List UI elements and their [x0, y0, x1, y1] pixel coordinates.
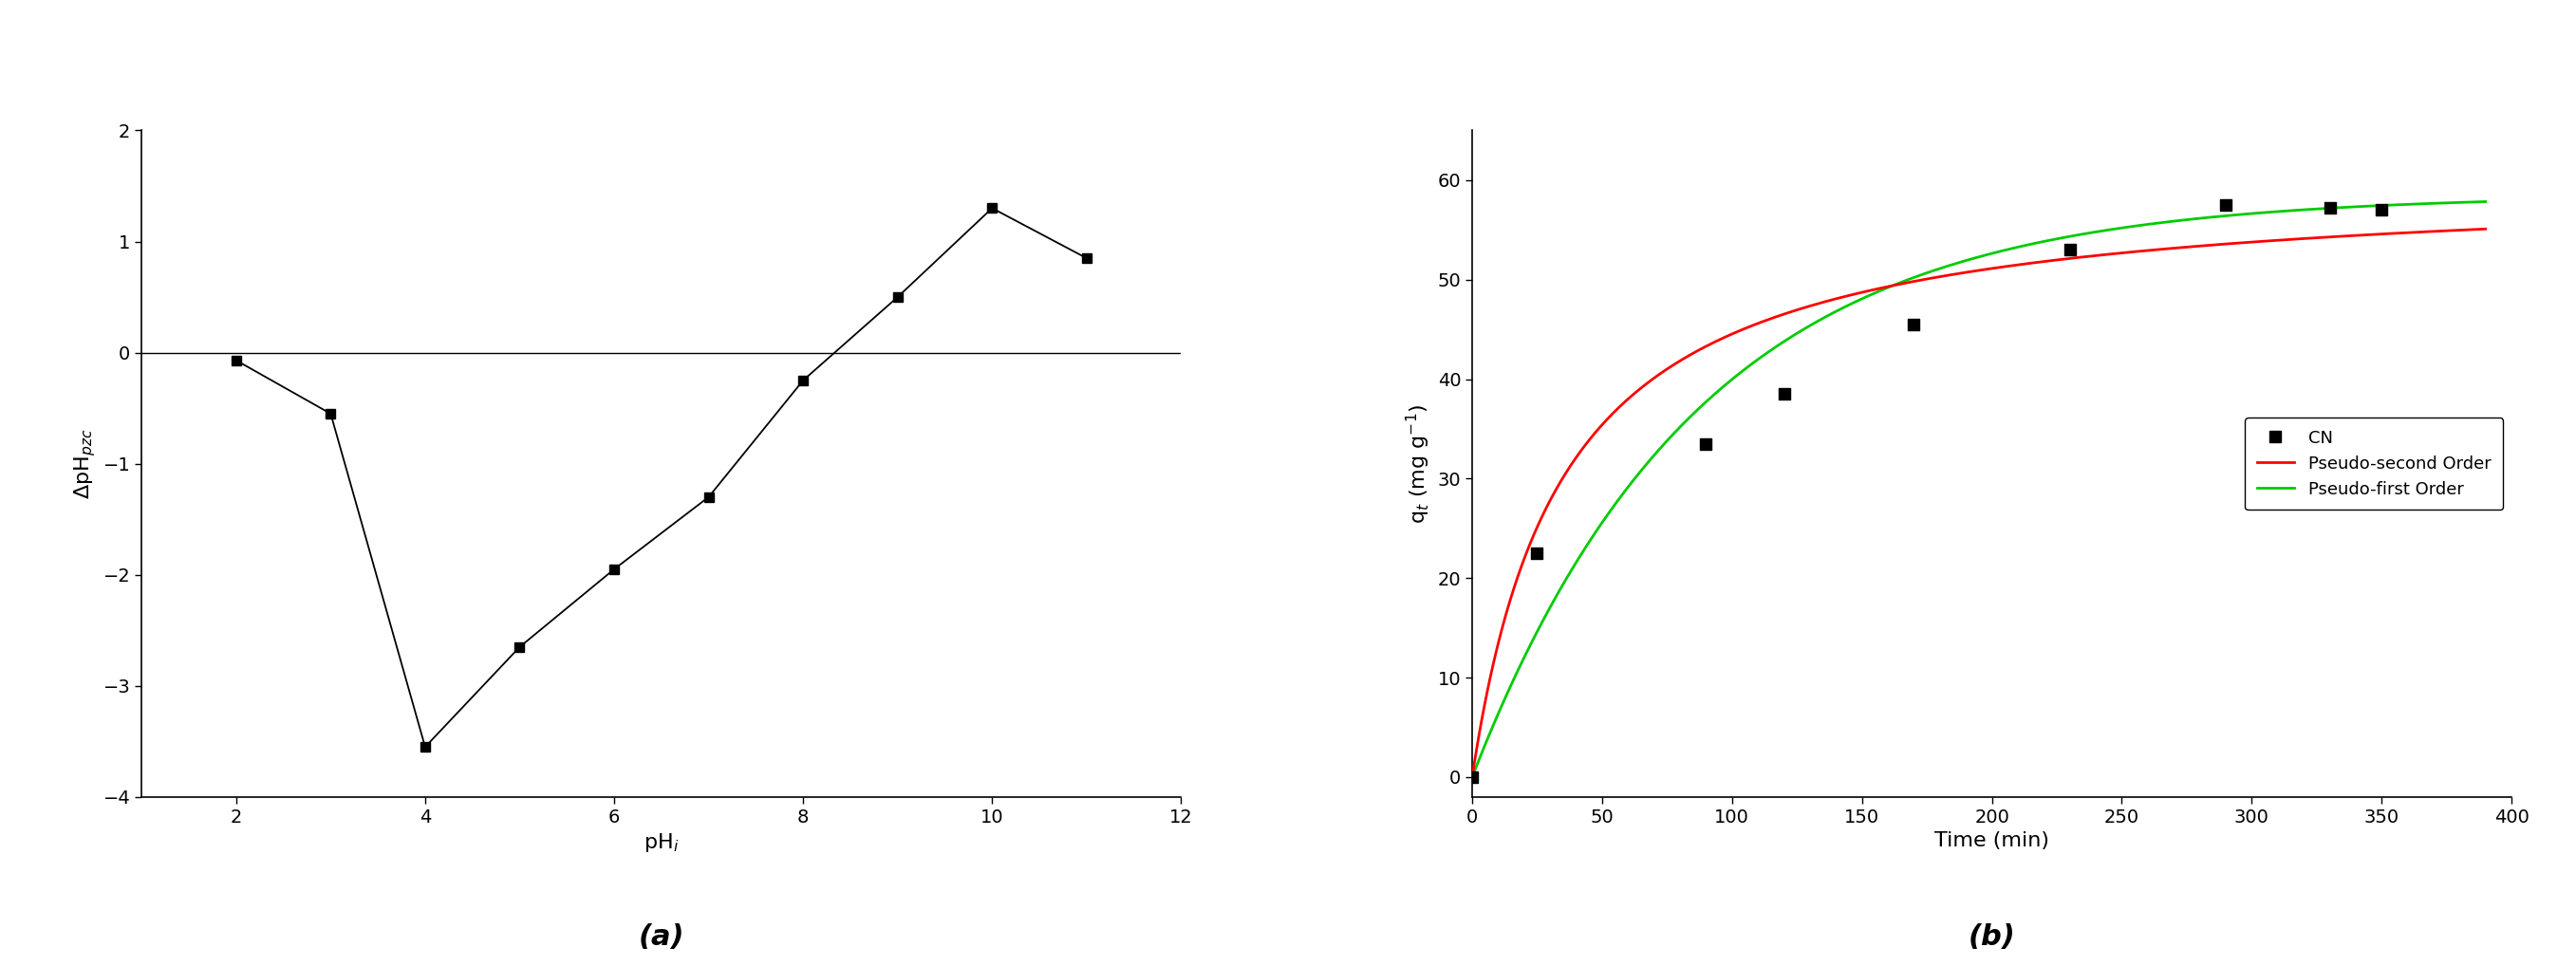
X-axis label: Time (min): Time (min): [1935, 832, 2050, 850]
Point: [2308, 200, 2349, 215]
Text: (a): (a): [639, 923, 685, 951]
Point: [1893, 317, 1935, 332]
Legend: CN, Pseudo-second Order, Pseudo-first Order: CN, Pseudo-second Order, Pseudo-first Or…: [2244, 417, 2504, 510]
Point: [2205, 197, 2246, 213]
Point: [1517, 546, 1558, 561]
Point: [1765, 386, 1806, 402]
Point: [1450, 769, 1492, 784]
Point: [2050, 242, 2092, 258]
Point: [2362, 202, 2403, 217]
Y-axis label: ΔpH$_{pzc}$: ΔpH$_{pzc}$: [72, 428, 98, 499]
Point: [1685, 436, 1726, 451]
Text: (b): (b): [1968, 923, 2014, 951]
X-axis label: pH$_i$: pH$_i$: [644, 832, 680, 854]
Y-axis label: q$_t$ (mg g$^{-1}$): q$_t$ (mg g$^{-1}$): [1404, 404, 1432, 524]
